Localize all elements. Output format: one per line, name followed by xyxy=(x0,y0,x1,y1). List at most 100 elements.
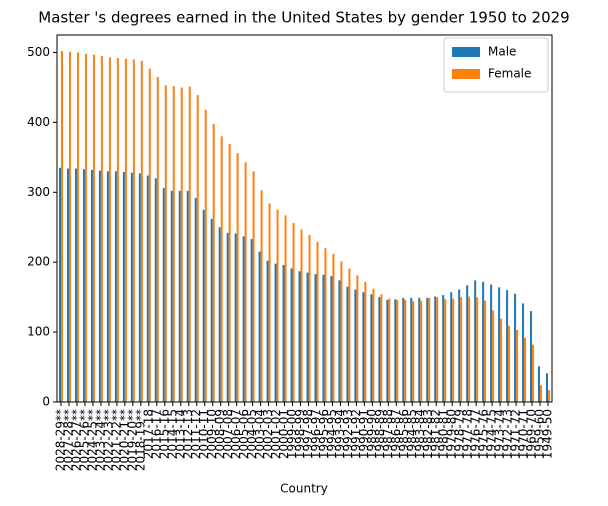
x-tick-label: 2012-13 xyxy=(181,409,195,459)
bar xyxy=(188,86,191,402)
bar xyxy=(300,229,303,402)
y-tick-label: 500 xyxy=(27,45,50,59)
bar xyxy=(202,209,205,402)
bar xyxy=(140,60,143,403)
x-tick-label: 2009-10 xyxy=(205,409,219,459)
bar xyxy=(68,51,71,403)
x-tick-label: 2001-02 xyxy=(269,409,283,459)
legend-swatch xyxy=(452,69,480,79)
bar xyxy=(100,55,103,402)
x-tick-label: 1992-93 xyxy=(341,409,355,459)
bar xyxy=(378,297,381,402)
legend-swatch xyxy=(452,47,480,57)
bar xyxy=(276,209,279,402)
bar xyxy=(482,281,485,402)
x-tick-label: 1991-92 xyxy=(349,409,363,459)
bar xyxy=(468,296,471,402)
x-tick-label: 1999-00 xyxy=(285,409,299,459)
x-tick-label: 1959-60 xyxy=(533,409,547,459)
bar xyxy=(364,281,367,402)
bar xyxy=(444,299,447,402)
bar xyxy=(332,253,335,402)
bar xyxy=(282,264,285,402)
bar xyxy=(516,329,519,402)
x-tick-label: 1982-83 xyxy=(421,409,435,459)
bar xyxy=(540,385,543,402)
bar xyxy=(306,272,309,402)
x-tick-label: 2004-05 xyxy=(245,409,259,459)
bar xyxy=(258,251,261,402)
x-tick-label: 1989-90 xyxy=(365,409,379,459)
bar xyxy=(210,218,213,402)
bar xyxy=(98,170,101,402)
bar xyxy=(204,109,207,402)
bar xyxy=(132,59,135,402)
bar xyxy=(250,239,253,402)
bar xyxy=(370,294,373,402)
x-tick-label: 2015-16 xyxy=(157,409,171,459)
bar xyxy=(426,297,429,402)
x-tick-label: 2007-08 xyxy=(221,409,235,459)
bar xyxy=(412,301,415,402)
chart-title: Master 's degrees earned in the United S… xyxy=(38,9,569,27)
bar xyxy=(90,169,93,402)
bar xyxy=(124,58,127,403)
plot-frame xyxy=(56,34,553,403)
x-tick-label: 1975-76 xyxy=(477,409,491,459)
x-tick-label: 1985-86 xyxy=(397,409,411,459)
x-tick-label: 1995-96 xyxy=(317,409,331,459)
x-tick-label: 2000-01 xyxy=(277,409,291,459)
bar xyxy=(532,344,535,402)
x-tick-label: 2005-06 xyxy=(237,409,251,459)
x-tick-label: 1986-87 xyxy=(389,409,403,459)
bar xyxy=(394,299,397,402)
bar xyxy=(308,234,311,402)
bar xyxy=(196,95,199,402)
bar xyxy=(514,293,517,402)
x-tick-label: 2028-29** xyxy=(53,409,67,471)
x-tick-label: 1987-88 xyxy=(381,409,395,459)
bar xyxy=(314,274,317,402)
bar xyxy=(466,285,469,402)
bar xyxy=(252,171,255,402)
bar xyxy=(442,295,445,402)
x-axis-label: Country xyxy=(280,482,328,496)
bar xyxy=(396,299,399,402)
x-tick-label: 1972-73 xyxy=(501,409,515,459)
bar xyxy=(242,236,245,402)
bar xyxy=(428,297,431,402)
y-tick-label: 300 xyxy=(27,185,50,199)
bar xyxy=(474,280,477,402)
bar xyxy=(404,299,407,402)
bar xyxy=(524,337,527,402)
bar xyxy=(234,233,237,402)
bar xyxy=(76,52,79,402)
bar xyxy=(74,168,77,402)
bar xyxy=(116,58,119,402)
bar xyxy=(172,86,175,402)
x-tick-label: 2013-14 xyxy=(173,409,187,459)
bar xyxy=(322,274,325,402)
x-tick-label: 2020-21** xyxy=(117,409,131,471)
x-tick-label: 2016-17 xyxy=(149,409,163,459)
bar xyxy=(84,53,87,402)
bar xyxy=(274,263,277,402)
bar xyxy=(146,175,149,402)
x-tick-label: 2021-22** xyxy=(109,409,123,471)
x-tick-label: 1988-89 xyxy=(373,409,387,459)
x-tick-label: 1981-82 xyxy=(429,409,443,459)
bar xyxy=(372,288,375,402)
bar xyxy=(92,54,95,402)
x-tick-label: 2011-12 xyxy=(189,409,203,459)
bar xyxy=(362,292,365,402)
bar xyxy=(236,153,239,402)
bar xyxy=(178,190,181,402)
y-tick-label: 0 xyxy=(42,395,50,409)
bar xyxy=(82,169,85,402)
x-tick-label: 1978-79 xyxy=(453,409,467,459)
legend-label: Female xyxy=(488,67,531,81)
bar xyxy=(402,297,405,402)
bar xyxy=(138,173,141,402)
bar xyxy=(410,297,413,402)
